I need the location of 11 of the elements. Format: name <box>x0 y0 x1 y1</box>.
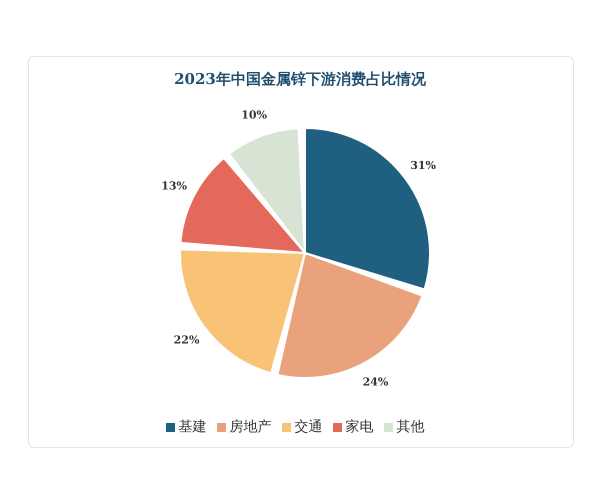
legend-label: 其他 <box>396 419 424 435</box>
legend-label: 房地产 <box>230 419 272 435</box>
data-label: 22% <box>174 334 200 347</box>
legend-label: 基建 <box>178 419 206 435</box>
legend-label: 交通 <box>294 419 322 435</box>
chart-title: 2023年中国金属锌下游消费占比情况 <box>173 70 427 89</box>
data-label: 10% <box>241 108 268 122</box>
data-label: 31% <box>410 159 437 172</box>
data-label: 13% <box>161 180 188 193</box>
legend-label: 家电 <box>346 419 374 435</box>
data-label: 24% <box>362 376 389 388</box>
